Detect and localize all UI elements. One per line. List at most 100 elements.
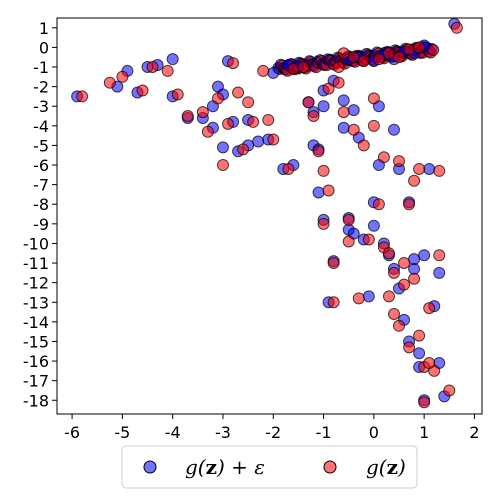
data-point-clean [196,106,209,119]
y-tick-label: -5 [33,136,49,155]
y-tick-label: -1 [33,58,49,77]
data-point-clean [342,235,355,248]
data-point-clean [398,278,411,291]
legend-marker-clean [323,460,337,474]
data-point-clean [450,21,463,34]
data-point-noisy [347,104,360,117]
data-point-clean [227,57,240,70]
data-point-clean [297,61,310,74]
data-point-noisy [413,347,426,360]
data-point-clean [332,76,345,89]
data-point-noisy [362,290,375,303]
data-point-clean [357,139,370,152]
data-point-noisy [387,123,400,136]
data-point-clean [317,217,330,230]
y-tick-label: -7 [33,176,49,195]
data-point-clean [247,115,260,128]
data-point-clean [398,257,411,270]
x-tick-label: -6 [64,423,80,442]
y-tick-label: -13 [23,293,49,312]
data-point-clean [408,174,421,187]
data-point-clean [413,162,426,175]
data-point-clean [357,55,370,68]
data-point-clean [413,329,426,342]
data-point-clean [423,357,436,370]
y-tick-label: -4 [33,117,49,136]
y-tick-label: -11 [23,254,49,273]
data-point-noisy [216,141,229,154]
data-point-clean [211,92,224,105]
x-tick-label: 2 [469,423,479,442]
x-tick-label: 1 [419,423,429,442]
data-point-clean [367,92,380,105]
y-tick-label: -2 [33,78,49,97]
legend-box [121,445,418,489]
data-point-clean [403,198,416,211]
legend-marker-noisy [143,460,157,474]
data-point-clean [257,64,270,77]
data-point-noisy [433,266,446,279]
data-point-clean [413,41,426,54]
data-point-clean [302,96,315,109]
data-point-noisy [367,219,380,232]
data-point-clean [352,292,365,305]
y-tick-label: -15 [23,332,49,351]
data-point-clean [267,133,280,146]
data-point-clean [433,164,446,177]
data-point-clean [382,247,395,260]
x-tick-label: -2 [265,423,281,442]
y-tick-label: -9 [33,215,49,234]
data-point-clean [337,106,350,119]
data-point-clean [287,62,300,75]
data-point-clean [282,162,295,175]
data-point-clean [242,96,255,109]
y-tick-label: -17 [23,372,49,391]
x-axis-tick-labels: -6 -5 -4 -3 -2 -1 0 1 2 [64,423,479,442]
y-tick-label: -18 [23,391,49,410]
data-point-clean [387,266,400,279]
data-point-clean [367,119,380,132]
data-point-clean [433,249,446,262]
data-point-noisy [317,100,330,113]
y-tick-label: -8 [33,195,49,214]
data-point-clean [337,47,350,60]
data-point-noisy [337,121,350,134]
data-point-clean [116,70,129,83]
data-point-clean [103,76,116,89]
data-point-noisy [408,253,421,266]
legend-label-clean: g(z) [366,455,406,479]
data-point-clean [171,88,184,101]
data-point-noisy [418,249,431,262]
data-point-clean [216,159,229,172]
data-point-clean [387,308,400,321]
data-point-clean [382,47,395,60]
data-point-clean [237,143,250,156]
data-point-clean [201,125,214,138]
y-tick-label: -12 [23,274,49,293]
data-point-clean [393,319,406,332]
x-tick-label: -1 [316,423,332,442]
data-point-clean [161,64,174,77]
data-point-clean [393,155,406,168]
data-point-clean [408,272,421,285]
y-tick-label: 0 [39,38,49,57]
y-tick-label: -3 [33,97,49,116]
data-point-clean [262,113,275,126]
x-tick-label: -4 [165,423,181,442]
data-point-noisy [423,162,436,175]
data-point-clean [317,164,330,177]
plot-marks [71,17,463,409]
axis-ticks [52,27,475,419]
y-tick-label: -6 [33,156,49,175]
data-point-clean [342,213,355,226]
data-point-noisy [267,66,280,79]
data-point-clean [322,184,335,197]
plot-frame [56,17,483,415]
y-tick-label: 1 [39,19,49,38]
data-point-clean [146,61,159,74]
data-point-clean [76,90,89,103]
data-point-clean [327,296,340,309]
x-tick-label: -3 [215,423,231,442]
y-tick-label: -10 [23,234,49,253]
